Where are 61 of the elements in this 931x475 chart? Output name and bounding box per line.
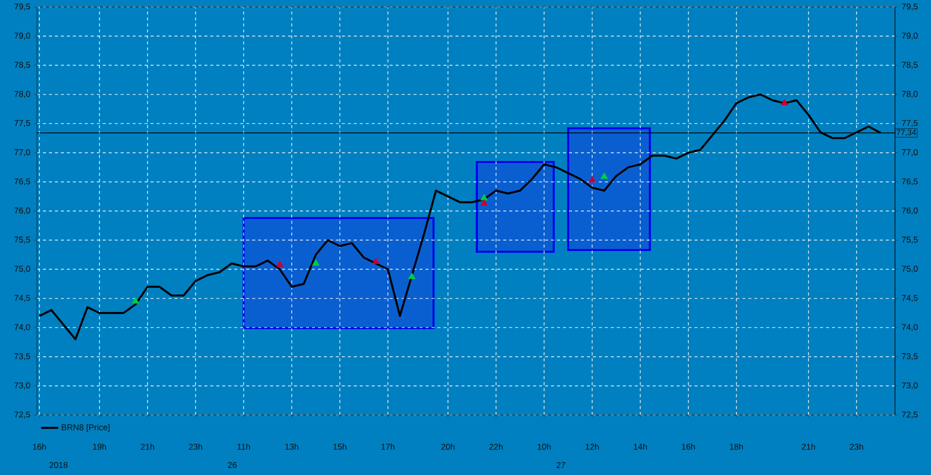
text: 26 (228, 462, 237, 468)
y2-tick-label: 75,0 (902, 266, 918, 273)
point (372, 258, 380, 264)
y2-tick-label: 77,5 (902, 120, 918, 128)
x-tick-label: 23h (850, 444, 864, 450)
point (276, 260, 284, 267)
x-tick-label: 17h (381, 444, 394, 450)
y-tick-label: 79,0 (14, 32, 30, 40)
y-tick-label: 73,0 (14, 382, 30, 390)
x-tick-label: 21h (140, 444, 154, 450)
y2-tick-label: 73,5 (902, 353, 918, 360)
x-tick-label: 15h (333, 444, 346, 450)
x-tick-label: 12h (586, 444, 599, 450)
y-tick-label: 75,5 (14, 236, 30, 244)
y-tick-label: 76,5 (14, 178, 30, 186)
x-tick-label: 11h (238, 444, 250, 450)
point (408, 272, 416, 280)
y2-tick-label: 76,5 (902, 178, 918, 186)
text: 27 (556, 462, 566, 468)
y2-tick-label: 79,5 (902, 4, 918, 10)
y-tick-label: 77,0 (14, 149, 30, 156)
y-tick-label: 75,0 (14, 266, 30, 273)
point (312, 259, 320, 266)
y2-tick-label: 78,0 (902, 90, 918, 98)
y2-tick-label: 75,5 (902, 236, 918, 244)
y2-tick-label: 76,0 (902, 208, 918, 214)
y-tick-label: 78,0 (14, 90, 30, 98)
x-tick-label: 18h (730, 444, 743, 450)
x-tick-label: 14h (634, 444, 647, 450)
point (132, 297, 140, 304)
y-tick-label: 78,5 (14, 62, 30, 69)
point (480, 199, 488, 206)
y-tick-label: 74,0 (14, 324, 30, 332)
x-tick-label: 23h (188, 444, 202, 450)
y-tick-label: 73,5 (14, 353, 30, 360)
text: 2018 (50, 462, 68, 468)
y-tick-label: 77,5 (14, 120, 30, 128)
x-tick-label: 21h (802, 444, 815, 450)
y-tick-label: 76,0 (14, 208, 30, 214)
y2-tick-label: 74,0 (902, 324, 918, 332)
x-tick-label: 13h (285, 444, 298, 450)
x-tick-label: 16h (682, 444, 695, 450)
y-tick-label: 72,5 (14, 412, 30, 418)
y2-tick-label: 73,0 (902, 382, 918, 390)
x-tick-label: 22h (489, 444, 503, 450)
legend-label: BRN8 [Price] (62, 424, 110, 432)
y2-tick-label: 77,0 (902, 149, 918, 156)
x-tick-label: 20h (441, 444, 454, 450)
x-tick-label: 19h (93, 444, 106, 450)
y2-tick-label: 79,0 (902, 32, 918, 40)
point (780, 98, 788, 106)
y2-tick-label: 72,5 (902, 412, 918, 418)
point (600, 172, 608, 179)
point (588, 176, 596, 182)
y2-tick-label: 78,5 (902, 62, 918, 69)
x-tick-label: 16h (32, 444, 46, 450)
point (480, 194, 488, 200)
y2-tick-label: 74,5 (902, 294, 918, 302)
x-tick-label: 10h (538, 444, 551, 450)
y-tick-label: 79,5 (14, 4, 30, 10)
y-tick-label: 74,5 (14, 294, 30, 302)
